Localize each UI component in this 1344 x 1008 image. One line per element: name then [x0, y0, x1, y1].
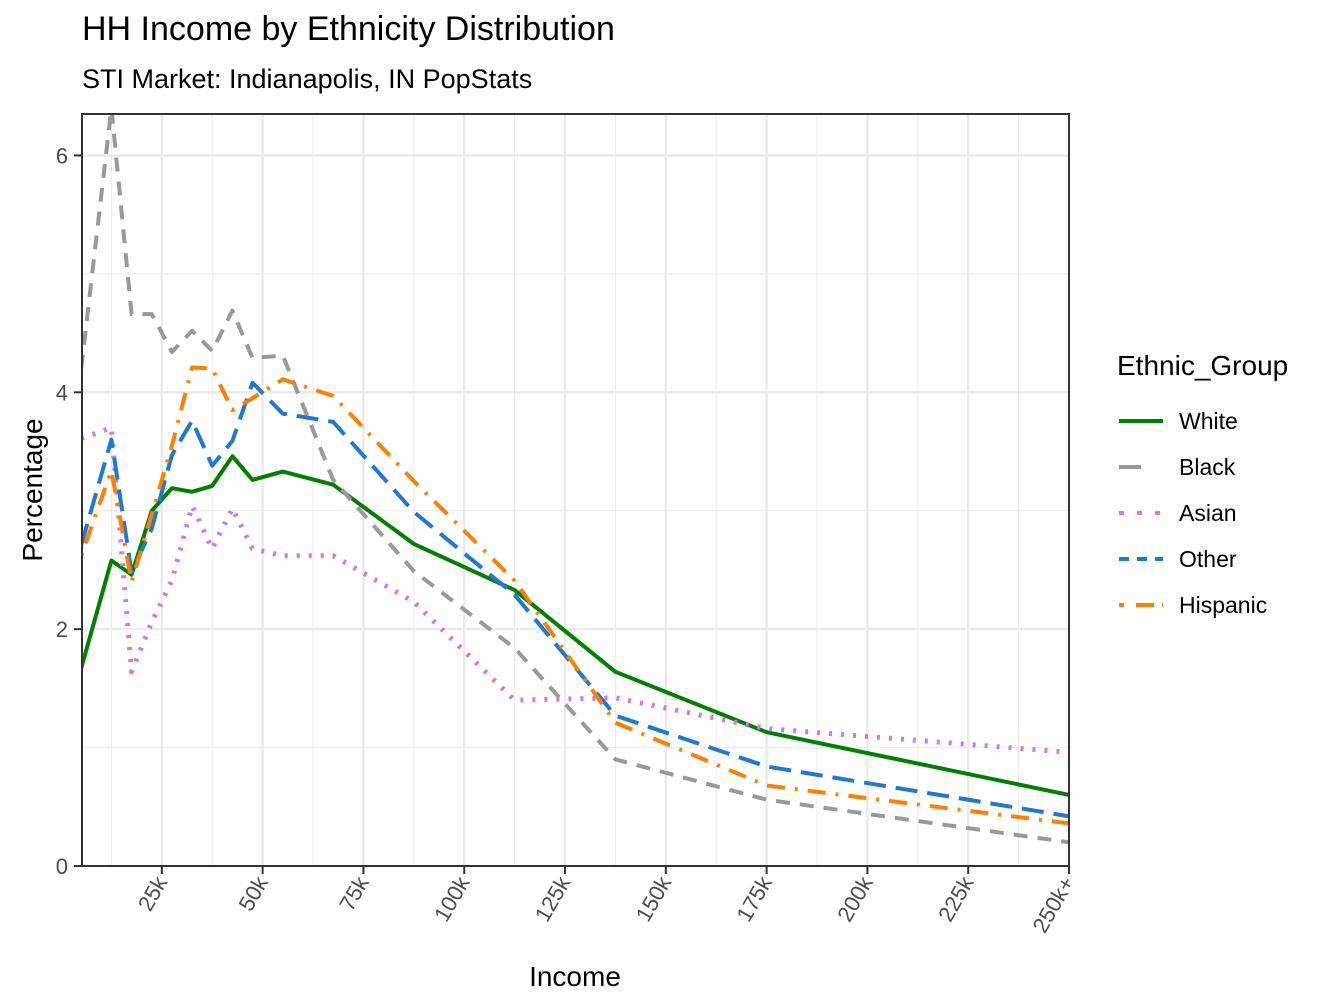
legend-item-white: White: [1117, 398, 1288, 444]
series-layer: [82, 114, 1069, 845]
x-tick-label: 50k: [234, 871, 274, 915]
grid-major: [82, 114, 1071, 868]
y-axis-label: Percentage: [17, 418, 48, 561]
chart-title: HH Income by Ethnicity Distribution: [82, 10, 615, 48]
x-tick-label: 200k: [832, 871, 878, 926]
x-tick-label: 250k+: [1027, 872, 1079, 937]
legend-label: Asian: [1179, 499, 1237, 526]
x-tick-label: 125k: [530, 871, 576, 926]
legend-item-hispanic: Hispanic: [1117, 582, 1288, 628]
legend-title: Ethnic_Group: [1117, 350, 1289, 381]
y-axis: 0 2 4 6: [56, 143, 82, 879]
x-tick-label: 175k: [731, 871, 777, 926]
plot-panel-border: [81, 113, 1070, 867]
x-tick-label: 225k: [933, 871, 979, 926]
legend-label: White: [1179, 407, 1238, 434]
grid-minor: [82, 114, 1069, 866]
legend-key-black: [1119, 465, 1163, 469]
x-tick-label: 150k: [631, 871, 677, 926]
series-line-other: [82, 380, 1069, 819]
legend-key-other: [1119, 557, 1163, 561]
x-tick-label: 25k: [133, 871, 173, 915]
x-tick-label: 75k: [334, 871, 374, 915]
legend-item-other: Other: [1117, 536, 1288, 582]
x-axis-label: Income: [529, 961, 621, 992]
legend-key-asian: [1119, 511, 1163, 515]
chart-subtitle: STI Market: Indianapolis, IN PopStats: [82, 64, 533, 94]
y-tick-label: 2: [56, 617, 68, 642]
series-line-asian: [82, 425, 1069, 755]
series-line-black: [82, 114, 1069, 845]
x-tick-label: 100k: [429, 871, 475, 926]
legend-item-asian: Asian: [1117, 490, 1288, 536]
x-axis: 25k 50k 75k 100k 125k 150k 175k 200k 225k 250k+: [133, 866, 1079, 937]
series-line-white: [82, 454, 1069, 797]
y-tick-label: 4: [56, 380, 68, 405]
legend-item-black: Black: [1117, 444, 1288, 490]
legend-label: Hispanic: [1179, 591, 1268, 618]
legend-label: Black: [1179, 453, 1236, 480]
y-tick-label: 6: [56, 143, 68, 168]
legend: Ethnic_Group White Black Asian Other Hispani…: [1117, 350, 1288, 628]
legend-key-hispanic: [1119, 603, 1163, 607]
legend-label: Other: [1179, 545, 1237, 572]
y-tick-label: 0: [56, 854, 68, 879]
legend-key-white: [1119, 419, 1163, 423]
series-line-hispanic: [82, 365, 1069, 826]
